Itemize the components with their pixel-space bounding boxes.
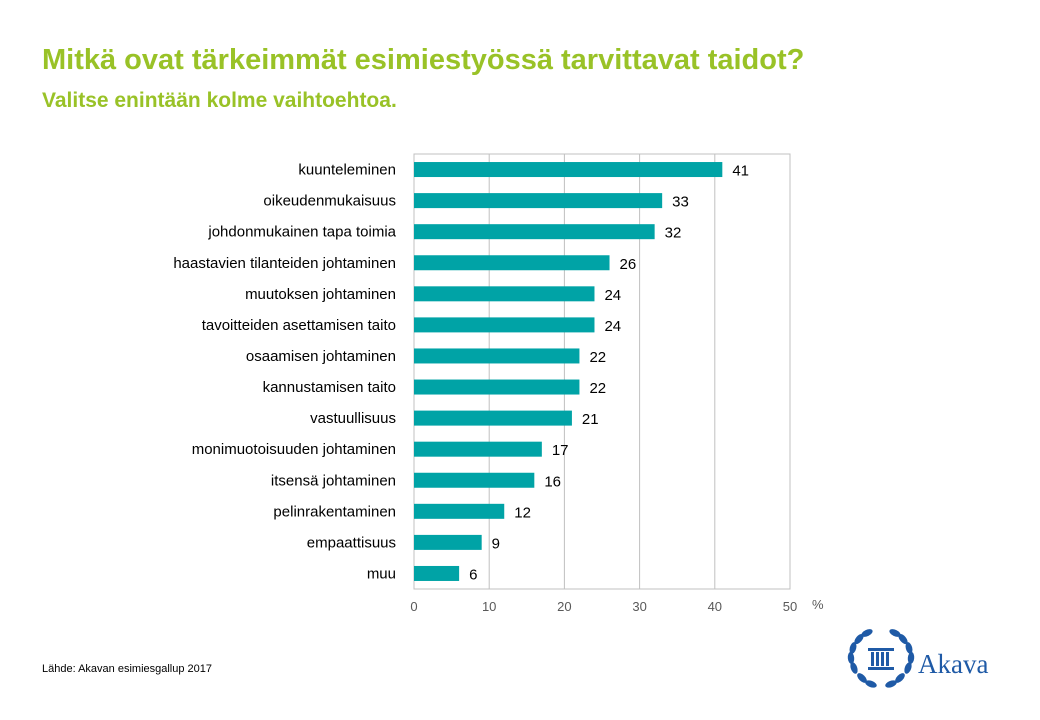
bar	[414, 472, 535, 488]
x-tick-label: 40	[708, 599, 722, 614]
data-label: 32	[665, 225, 682, 242]
data-label: 22	[589, 349, 606, 366]
data-label: 6	[469, 566, 477, 583]
chart-subtitle: Valitse enintään kolme vaihtoehtoa.	[42, 89, 397, 112]
category-label: empaattisuus	[307, 534, 396, 551]
bar	[414, 162, 723, 178]
category-label: muutoksen johtaminen	[245, 286, 396, 303]
laurel-wreath-icon	[847, 629, 915, 688]
category-label: monimuotoisuuden johtaminen	[192, 441, 396, 458]
bar	[414, 286, 595, 302]
category-label: kuunteleminen	[298, 162, 396, 179]
data-label: 41	[732, 163, 749, 180]
x-tick-label: 30	[632, 599, 646, 614]
data-label: 21	[582, 411, 599, 428]
data-label: 12	[514, 504, 531, 521]
chart-title: Mitkä ovat tärkeimmät esimiestyössä tarv…	[42, 44, 805, 76]
bar	[414, 224, 655, 240]
bar	[414, 379, 580, 395]
x-tick-label: 50	[783, 599, 797, 614]
bar	[414, 441, 542, 457]
bar	[414, 410, 572, 426]
category-label: muu	[367, 565, 396, 582]
data-label: 17	[552, 442, 569, 459]
data-label: 26	[620, 256, 637, 273]
bar	[414, 565, 460, 581]
x-tick-label: 10	[482, 599, 496, 614]
plot-frame	[413, 153, 791, 590]
data-label: 22	[589, 380, 606, 397]
category-label: kannustamisen taito	[263, 379, 396, 396]
x-tick-label: 20	[557, 599, 571, 614]
pillar-icon	[868, 648, 894, 670]
category-label: johdonmukainen tapa toimia	[207, 224, 396, 241]
bar	[414, 534, 482, 550]
category-label: osaamisen johtaminen	[246, 348, 396, 365]
bar	[414, 348, 580, 364]
data-label: 24	[604, 318, 621, 335]
category-label: haastavien tilanteiden johtaminen	[173, 255, 396, 272]
bar	[414, 317, 595, 333]
x-axis-unit: %	[812, 597, 824, 612]
data-label: 9	[492, 535, 500, 552]
data-label: 16	[544, 473, 561, 490]
category-label: itsensä johtaminen	[271, 472, 396, 489]
data-label: 33	[672, 194, 689, 211]
source-note: Lähde: Akavan esimiesgallup 2017	[42, 663, 213, 675]
akava-logo: Akava	[847, 629, 988, 688]
x-tick-label: 0	[410, 599, 417, 614]
bar	[414, 255, 610, 271]
bar	[414, 193, 663, 209]
category-label: oikeudenmukaisuus	[263, 193, 396, 210]
category-label: tavoitteiden asettamisen taito	[202, 317, 396, 334]
logo-wordmark: Akava	[918, 649, 988, 679]
category-label: pelinrakentaminen	[273, 503, 396, 520]
category-label: vastuullisuus	[310, 410, 396, 427]
data-label: 24	[604, 287, 621, 304]
bar	[414, 503, 505, 519]
